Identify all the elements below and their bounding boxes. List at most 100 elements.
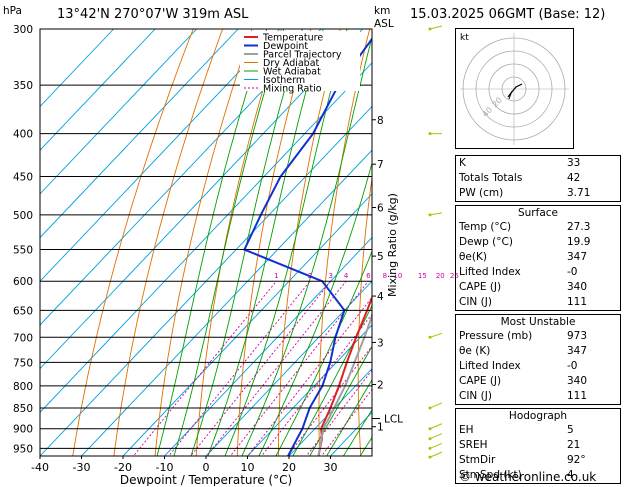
isotherm-line: [40, 29, 197, 195]
isotherm-line: [40, 29, 239, 239]
index-row: EH 5: [456, 423, 620, 438]
km-unit-label: km: [374, 5, 390, 17]
index-label: CAPE (J): [459, 375, 502, 387]
indices-panel: K 33 Totals Totals 42 PW (cm) 3.71 Surface Tem…: [455, 155, 621, 487]
index-label: StmDir: [459, 454, 496, 466]
mixing-ratio-label: 2: [308, 272, 312, 280]
index-label: EH: [459, 424, 474, 436]
index-row: PW (cm) 3.71: [456, 186, 620, 201]
wind-barb-dot: [428, 27, 432, 31]
wet-adiabat-line: [275, 250, 372, 456]
hodograph-block: Hodograph EH 5 SREH 21 StmDir 92° StmSpd (kt) 4: [455, 408, 621, 484]
dry-adiabat-line: [396, 29, 428, 467]
legend-box: [240, 31, 360, 91]
index-value: -0: [567, 360, 578, 372]
index-row: Lifted Index -0: [456, 359, 620, 374]
index-label: Totals Totals: [459, 172, 523, 184]
pressure-tick-label: 750: [13, 357, 33, 369]
index-label: θe(K): [459, 251, 487, 263]
series-temperature: [317, 294, 372, 456]
wet-adiabat-line: [156, 29, 268, 456]
most-unstable-block: Most Unstable Pressure (mb) 973 θe (K) 347 Li…: [455, 314, 621, 405]
pressure-tick-label: 900: [13, 424, 33, 436]
hodo-storm-motion: [508, 90, 513, 100]
index-row: CIN (J) 111: [456, 389, 620, 404]
x-tick-label: -20: [114, 461, 132, 474]
block-title: Most Unstable: [500, 316, 576, 328]
index-row: Dewp (°C) 19.9: [456, 235, 620, 250]
mixing-ratio-label: 4: [344, 272, 349, 280]
km-tick-label: 6: [377, 203, 384, 215]
mixing-ratio-label: 10: [393, 272, 402, 280]
legend-label: Wet Adiabat: [263, 67, 321, 78]
km-tick-label: 5: [377, 251, 384, 263]
wind-barb: [429, 423, 443, 430]
x-axis-label: Dewpoint / Temperature (°C): [120, 473, 292, 486]
surface-block: Surface Temp (°C) 27.3 Dewp (°C) 19.9 θe(K) 34…: [455, 205, 621, 311]
x-tick-label: -40: [31, 461, 49, 474]
series-parcel-trajectory: [317, 313, 372, 456]
legend-label: Mixing Ratio: [263, 84, 322, 95]
x-tick-label: 20: [282, 461, 296, 474]
wind-barb: [429, 25, 443, 30]
legend-label: Parcel Trajectory: [263, 50, 342, 61]
mixing-ratio-label: 25: [450, 272, 459, 280]
pressure-tick-label: 450: [13, 172, 33, 184]
wind-barb: [429, 451, 443, 458]
mixing-ratio-label: 15: [418, 272, 427, 280]
index-value: 111: [567, 296, 588, 308]
index-label: θe (K): [459, 345, 491, 357]
wind-barb-dot: [428, 406, 432, 410]
index-row: CIN (J) 111: [456, 295, 620, 310]
km-tick-label: 8: [377, 115, 384, 127]
datetime-title: 15.03.2025 06GMT (Base: 12): [410, 7, 606, 22]
mixing-ratio-line: [132, 280, 277, 456]
pressure-tick-label: 400: [13, 129, 33, 141]
block-title: Hodograph: [508, 410, 568, 422]
pressure-tick-label: 350: [13, 80, 33, 92]
isotherm-line: [40, 29, 156, 151]
isotherm-line: [246, 324, 372, 456]
index-value: 21: [567, 439, 581, 451]
x-tick-label: 30: [324, 461, 338, 474]
index-row: K 33: [456, 156, 620, 171]
index-label: StmSpd (kt): [459, 469, 522, 481]
index-value: 42: [567, 172, 581, 184]
index-value: 340: [567, 375, 588, 387]
index-label: Dewp (°C): [459, 236, 513, 248]
wind-barb: [429, 433, 443, 440]
index-label: Pressure (mb): [459, 330, 533, 342]
pressure-tick-label: 950: [13, 443, 33, 455]
legend-label: Dewpoint: [263, 41, 308, 52]
pressure-tick-label: 500: [13, 210, 33, 222]
wet-adiabat-line: [342, 408, 372, 456]
mixing-ratio-line: [168, 280, 311, 456]
indices-block: K 33 Totals Totals 42 PW (cm) 3.71: [455, 155, 621, 202]
wind-barb-dot: [428, 132, 432, 136]
index-value: 92°: [567, 454, 586, 466]
index-row: θe(K) 347: [456, 250, 620, 265]
wind-barb: [429, 402, 443, 409]
wind-barb-dot: [428, 213, 432, 217]
wind-barb-dot: [428, 437, 432, 441]
index-value: 111: [567, 390, 588, 402]
index-label: Temp (°C): [459, 221, 512, 233]
index-row: Lifted Index -0: [456, 265, 620, 280]
mixing-ratio-label: 1: [274, 272, 278, 280]
mixing-ratio-axis-label: Mixing Ratio (g/kg): [386, 193, 399, 297]
hodo-ring-label: 40: [481, 105, 495, 119]
index-value: 4: [567, 469, 574, 481]
km-tick-label: 4: [377, 291, 384, 303]
index-value: 347: [567, 345, 588, 357]
pressure-tick-label: 600: [13, 276, 33, 288]
pressure-tick-label: 700: [13, 332, 33, 344]
mixing-ratio-line: [190, 280, 332, 456]
wet-adiabat-line: [292, 304, 372, 456]
wind-barb-dot: [428, 335, 432, 339]
index-row: Temp (°C) 27.3: [456, 220, 620, 235]
mixing-ratio-label: 6: [366, 272, 371, 280]
mixing-ratio-label: 3: [329, 272, 333, 280]
wind-barb-dot: [428, 446, 432, 450]
